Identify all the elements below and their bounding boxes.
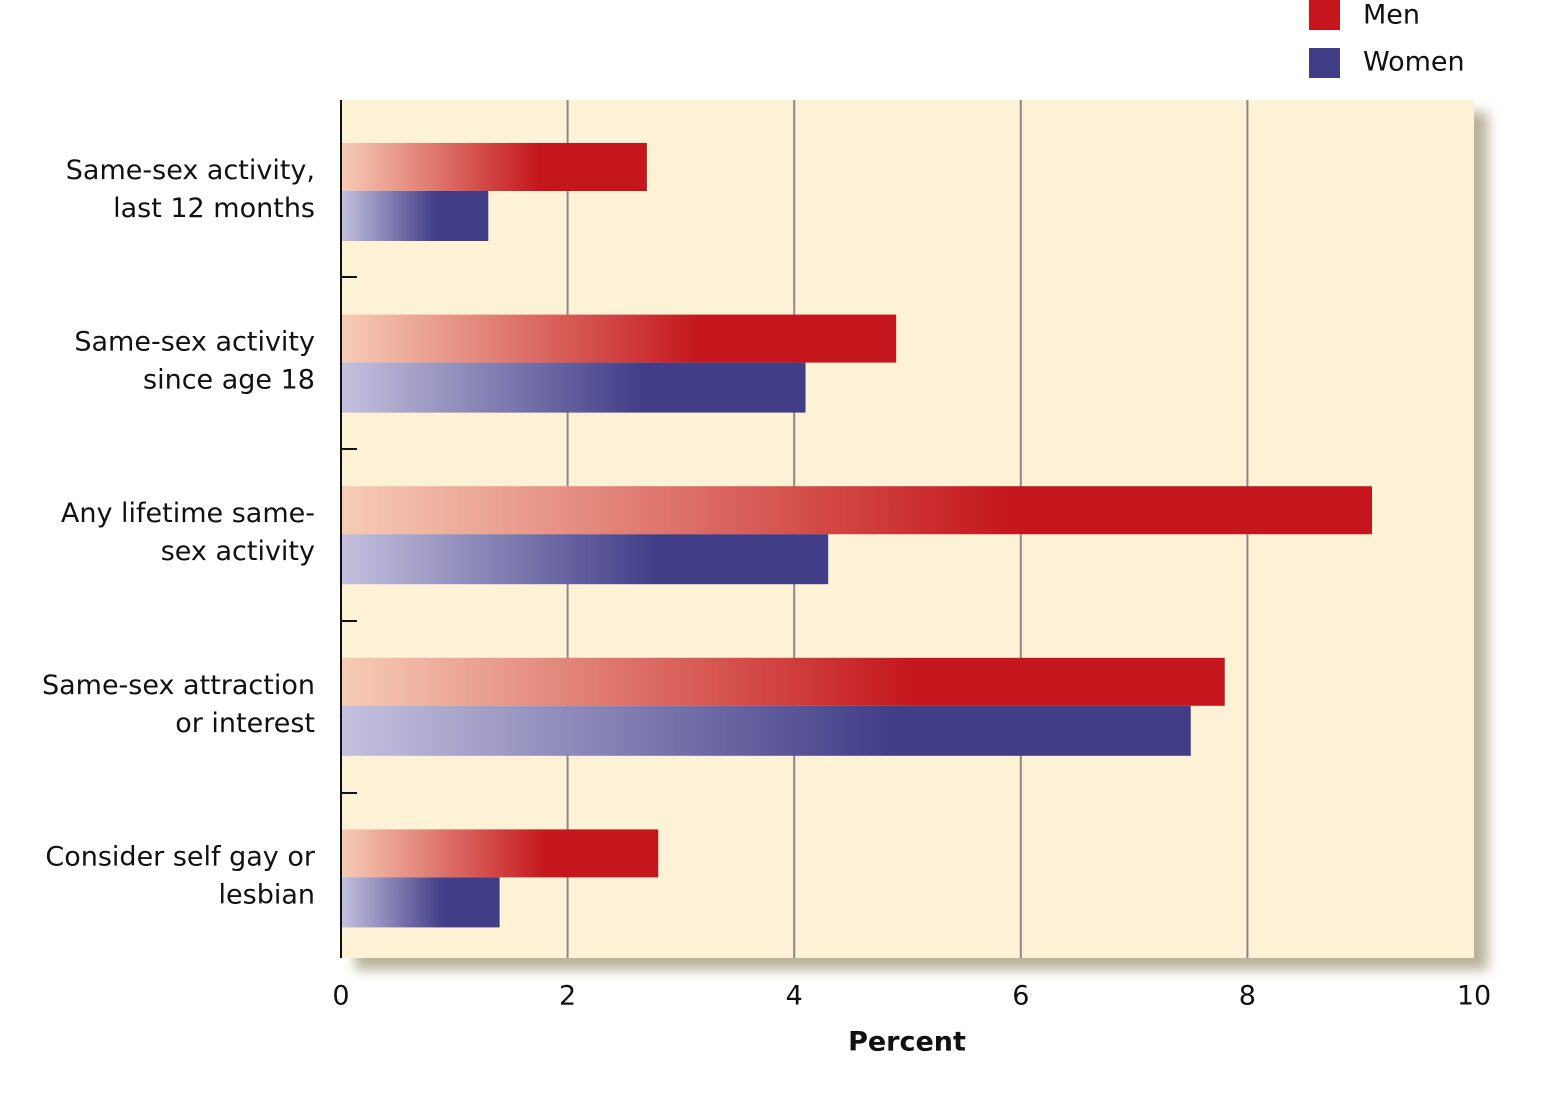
category-label-line: lesbian [219,879,315,910]
bar [341,705,1191,756]
bar [341,191,489,241]
category-label: Same-sex activity, last 12 months [66,155,315,224]
bar [341,362,806,413]
legend-swatch [1309,48,1340,78]
x-tick-label: 4 [786,981,803,1012]
bar [341,829,659,878]
x-tick-label: 2 [559,981,576,1012]
x-axis-label: Percent [848,1027,966,1058]
band-separators [341,276,357,794]
x-tick-label: 6 [1012,981,1029,1012]
category-label-line: Any lifetime same- [61,498,315,529]
category-label-line: Same-sex attraction [42,669,315,700]
legend-label: Women [1363,47,1465,78]
bar [341,877,500,928]
bar [341,534,829,585]
legend-label: Men [1363,0,1420,31]
category-label-line: or interest [175,707,315,738]
category-label-line: last 12 months [113,193,315,224]
bars [341,143,1373,928]
category-label: Same-sex attraction or interest [42,669,315,738]
bar [341,486,1373,535]
bar [341,657,1225,706]
legend-swatch [1309,0,1340,30]
category-label: Any lifetime same-sex activity [61,498,315,567]
category-label-line: Same-sex activity, [66,155,315,186]
category-label-line: Same-sex activity [74,326,315,357]
category-label-line: since age 18 [143,364,315,395]
category-label-line: sex activity [161,536,315,567]
category-label: Consider self gay or lesbian [45,841,316,910]
x-tick-label: 8 [1239,981,1256,1012]
category-label: Same-sex activity since age 18 [74,326,315,395]
category-label-line: Consider self gay or [45,841,316,872]
x-tick-label: 10 [1457,981,1491,1012]
x-tick-label: 0 [332,981,349,1012]
bar [341,143,647,191]
bar [341,314,897,363]
